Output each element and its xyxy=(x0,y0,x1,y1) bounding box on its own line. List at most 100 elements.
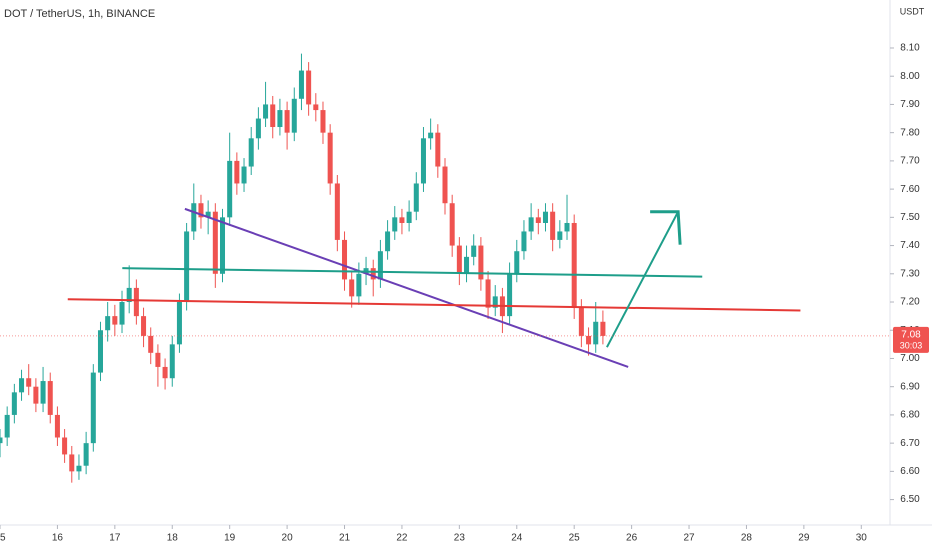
candle-body xyxy=(169,344,175,379)
candle-body xyxy=(356,273,362,297)
y-tick-label: 7.90 xyxy=(900,99,920,110)
candle-body xyxy=(349,279,355,297)
candle-body xyxy=(198,203,204,218)
candle-body xyxy=(492,296,498,308)
candle-body xyxy=(184,231,190,303)
chart-title: DOT / TetherUS, 1h, BINANCE xyxy=(4,8,155,20)
last-price-tag xyxy=(893,326,929,353)
candle-body xyxy=(306,70,312,105)
candle-body xyxy=(11,392,17,415)
y-tick-label: 7.60 xyxy=(900,184,920,195)
y-tick-label: 7.50 xyxy=(900,212,920,223)
x-tick-label: 16 xyxy=(52,533,64,544)
candle-body xyxy=(227,160,233,218)
candle-body xyxy=(542,211,548,223)
candle-body xyxy=(327,132,333,184)
candle-body xyxy=(270,104,276,128)
candle-body xyxy=(19,378,25,393)
x-tick-label: 21 xyxy=(339,533,351,544)
candle-body xyxy=(557,231,563,240)
candle-body xyxy=(571,222,577,308)
y-tick-label: 7.40 xyxy=(900,240,920,251)
candle-body xyxy=(176,302,182,345)
candle-body xyxy=(284,110,290,133)
candle-body xyxy=(578,307,584,336)
currency-label: USDT xyxy=(900,6,925,16)
y-tick-label: 6.50 xyxy=(900,494,920,505)
y-tick-label: 7.70 xyxy=(900,156,920,167)
candle-body xyxy=(126,287,132,303)
x-tick-label: 15 xyxy=(0,533,6,544)
candle-body xyxy=(385,231,391,252)
candle-body xyxy=(141,316,147,336)
candle-body xyxy=(212,211,218,274)
countdown-label: 30:03 xyxy=(900,340,923,350)
candle-body xyxy=(234,160,240,184)
y-tick-label: 8.00 xyxy=(900,71,920,82)
candle-body xyxy=(334,183,340,240)
x-tick-label: 30 xyxy=(856,533,868,544)
candle-body xyxy=(97,330,103,373)
arrow-line xyxy=(606,211,680,348)
candle-body xyxy=(593,321,599,345)
candle-body xyxy=(550,211,556,240)
candle-body xyxy=(485,279,491,308)
candle-body xyxy=(162,366,168,379)
candle-body xyxy=(62,437,68,455)
x-tick-label: 29 xyxy=(798,533,810,544)
candle-body xyxy=(191,203,197,232)
candle-body xyxy=(478,245,484,280)
candle-body xyxy=(76,465,82,472)
candle-body xyxy=(535,217,541,223)
candle-body xyxy=(320,110,326,133)
y-tick-label: 7.80 xyxy=(900,127,920,138)
candle-body xyxy=(442,166,448,204)
candle-body xyxy=(377,251,383,280)
candle-body xyxy=(26,378,32,387)
candle-body xyxy=(119,302,125,325)
y-tick-label: 6.80 xyxy=(900,410,920,421)
candle-body xyxy=(291,98,297,133)
y-tick-label: 6.90 xyxy=(900,381,920,392)
candle-body xyxy=(435,132,441,167)
trend-line xyxy=(122,267,703,278)
candle-body xyxy=(600,321,606,336)
x-tick-label: 26 xyxy=(626,533,638,544)
y-tick-label: 6.60 xyxy=(900,466,920,477)
x-tick-label: 17 xyxy=(109,533,121,544)
candle-body xyxy=(219,217,226,274)
y-tick-label: 7.00 xyxy=(900,353,920,364)
x-tick-label: 23 xyxy=(454,533,466,544)
candle-body xyxy=(54,414,60,438)
x-tick-label: 19 xyxy=(224,533,236,544)
x-tick-label: 18 xyxy=(167,533,179,544)
candle-body xyxy=(277,110,283,128)
candle-body xyxy=(464,256,470,274)
candle-body xyxy=(413,183,419,212)
candle-body xyxy=(586,335,592,345)
candle-body xyxy=(4,414,10,438)
y-tick-label: 7.20 xyxy=(900,297,920,308)
candle-body xyxy=(456,245,462,274)
candle-body xyxy=(69,454,75,472)
candle-body xyxy=(528,217,534,232)
candle-body xyxy=(133,287,139,317)
candle-body xyxy=(33,386,39,404)
x-tick-label: 20 xyxy=(282,533,294,544)
x-tick-label: 22 xyxy=(396,533,408,544)
candle-body xyxy=(205,211,211,218)
candle-body xyxy=(155,352,161,367)
candle-body xyxy=(399,217,405,223)
candle-body xyxy=(90,372,96,444)
trend-line xyxy=(184,207,629,368)
x-tick-label: 25 xyxy=(569,533,581,544)
trend-line xyxy=(67,298,801,312)
candle-body xyxy=(521,231,527,252)
candle-body xyxy=(105,316,111,331)
last-price-label: 7.08 xyxy=(901,330,921,341)
candle-body xyxy=(471,245,477,257)
candle-body xyxy=(148,335,154,353)
y-tick-label: 7.30 xyxy=(900,268,920,279)
